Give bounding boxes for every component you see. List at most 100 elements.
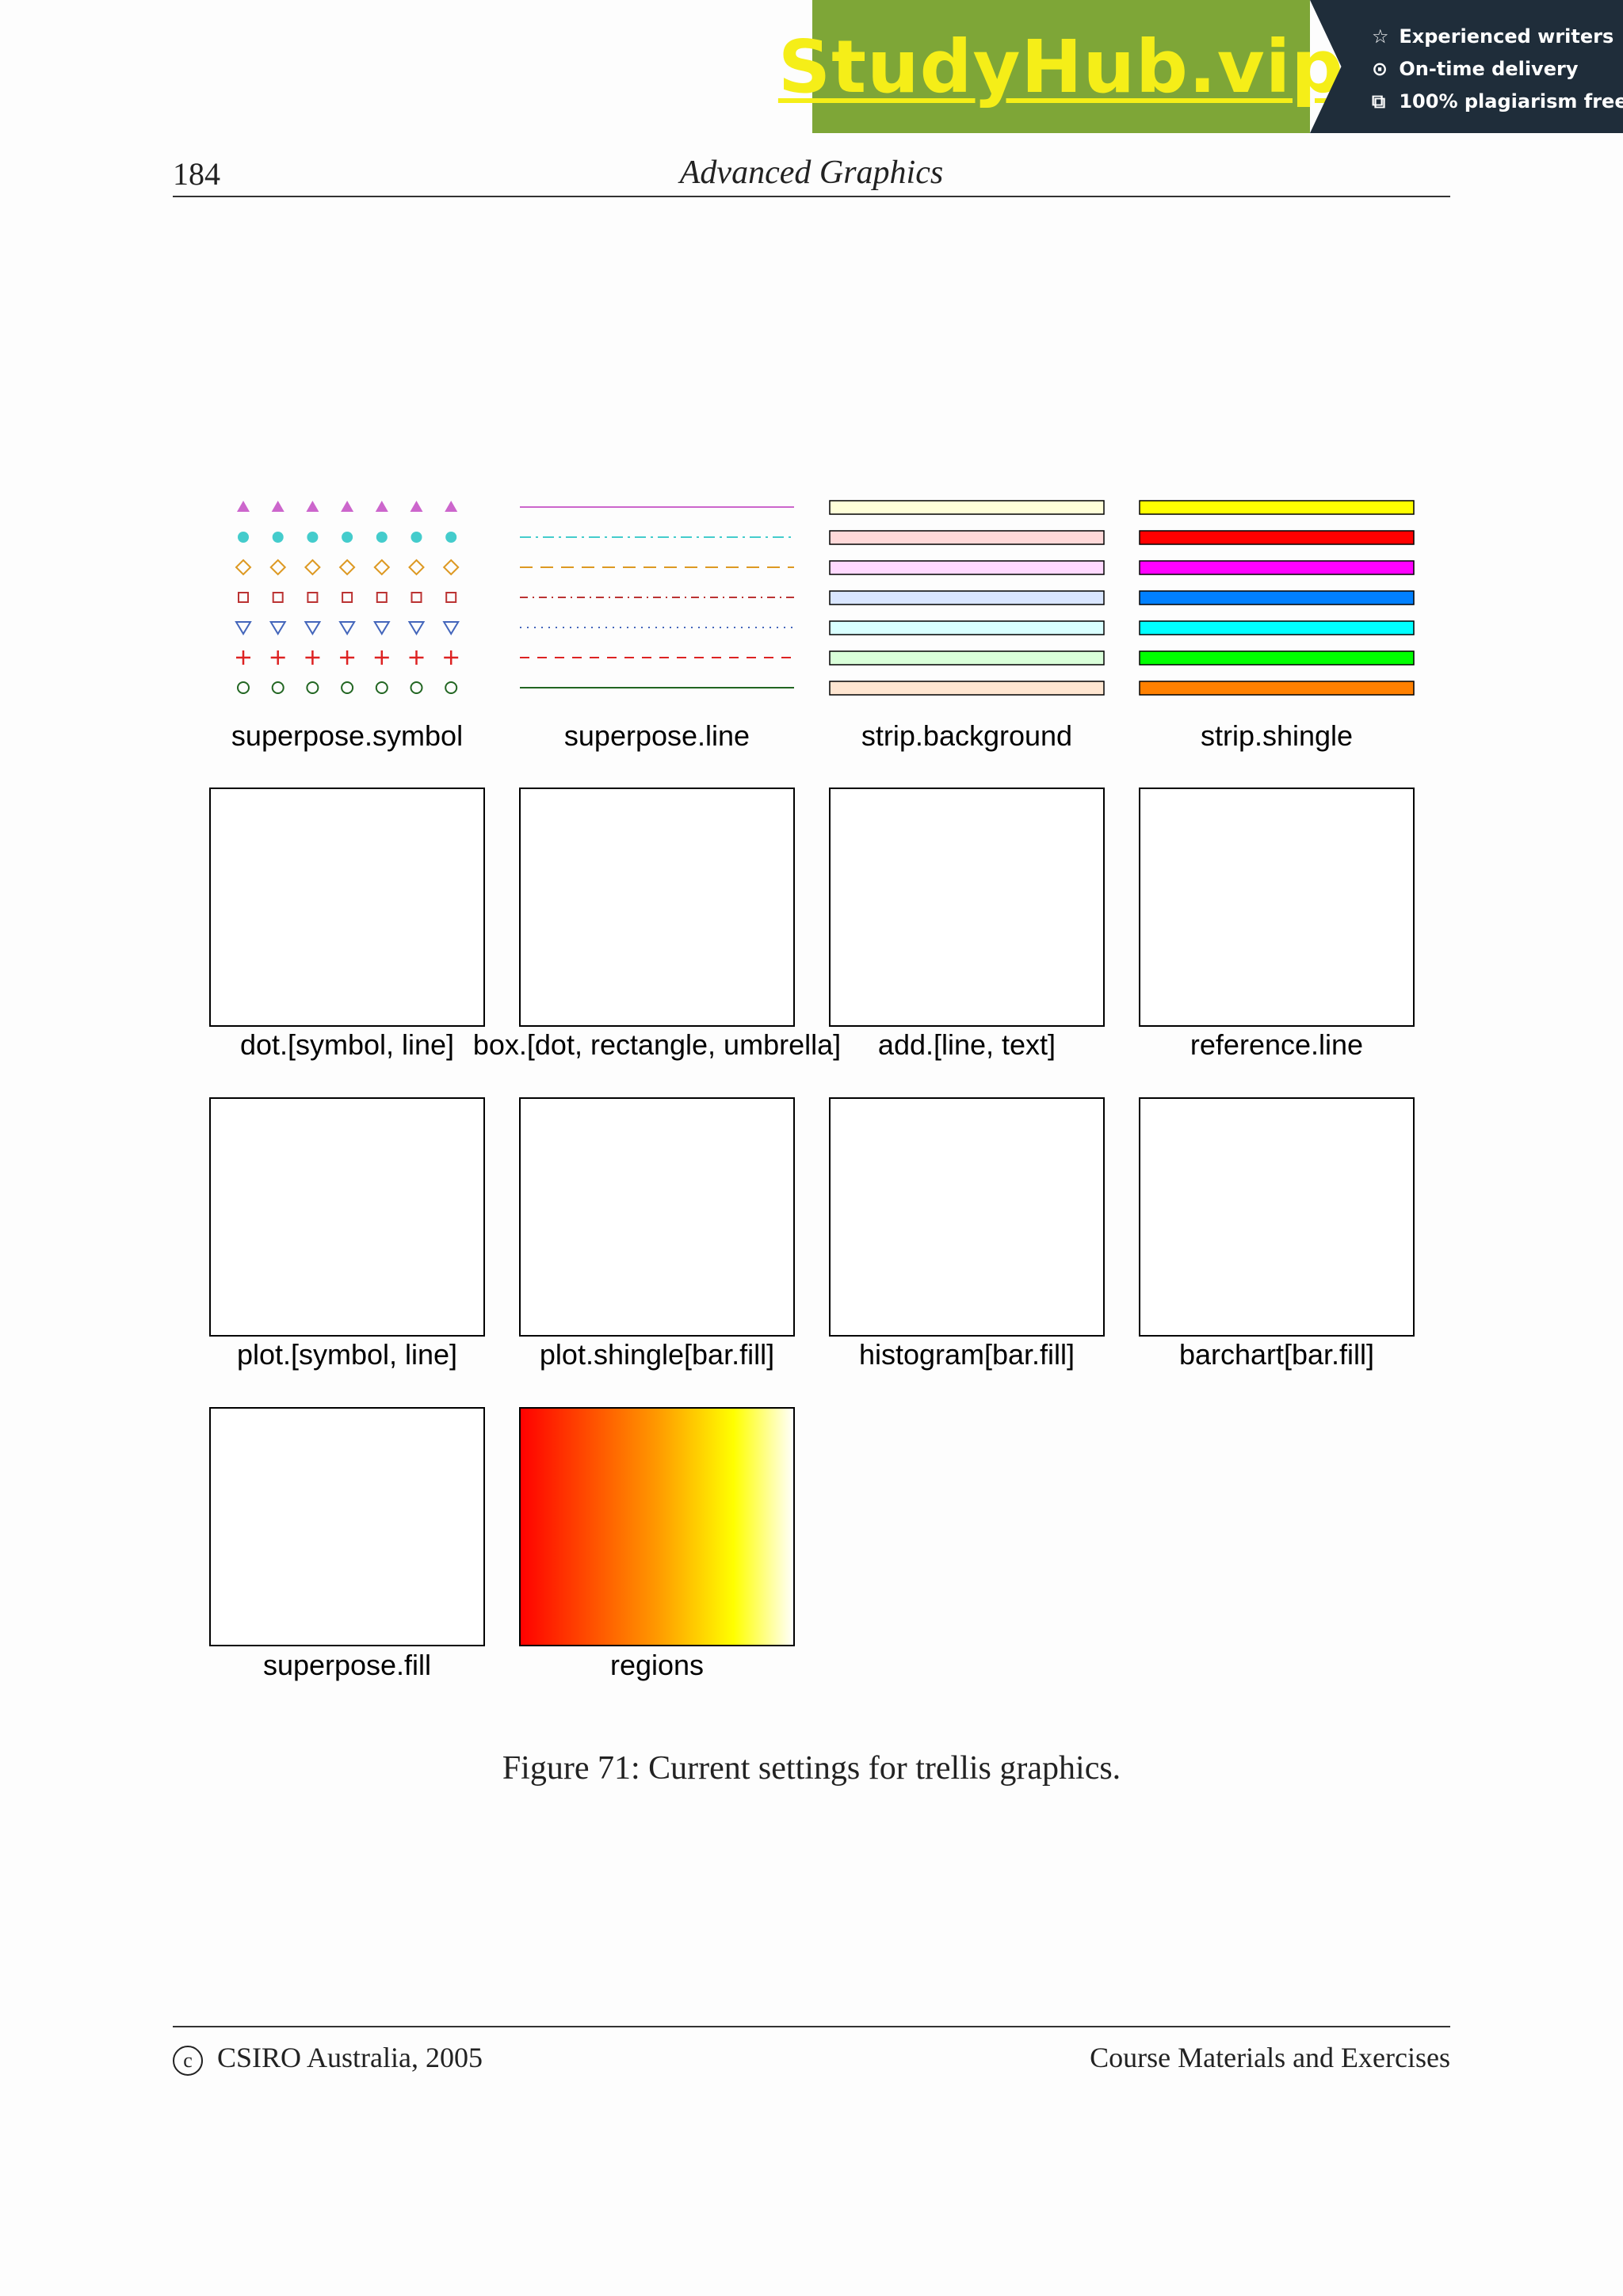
strip-swatch [1139, 530, 1415, 545]
square-symbol [411, 592, 422, 603]
triangle-symbol [375, 501, 388, 512]
copy-icon: ⧉ [1372, 90, 1386, 113]
triangle-symbol [445, 501, 458, 512]
trellis-settings-figure: superpose.symbol superpose.line strip.back… [209, 500, 1415, 1681]
panel-label: superpose.line [564, 719, 750, 752]
filled-circle-symbol [307, 532, 319, 543]
diamond-symbol [235, 559, 252, 576]
strip-swatch [829, 530, 1105, 545]
panel-label: plot.[symbol, line] [237, 1338, 457, 1371]
square-symbol [238, 592, 249, 603]
open-circle-symbol [410, 681, 423, 694]
panel-frame [1139, 788, 1415, 1027]
diamond-symbol [442, 559, 460, 576]
copyright-icon: c [173, 2045, 203, 2076]
regions-gradient [519, 1407, 795, 1646]
diamond-symbol [408, 559, 425, 576]
strip-swatch [829, 620, 1105, 635]
panel-label: regions [610, 1649, 704, 1681]
panel-label: reference.line [1190, 1028, 1363, 1061]
banner-feature: ⧉ 100% plagiarism free [1372, 86, 1623, 118]
square-symbol [342, 592, 353, 603]
inverted-triangle-symbol [269, 621, 287, 635]
square-symbol [307, 592, 319, 603]
panel-label: superpose.symbol [231, 719, 463, 752]
open-circle-symbol [306, 681, 319, 694]
panel-frame [209, 1097, 485, 1337]
strip-swatch [829, 590, 1105, 605]
diamond-symbol [338, 559, 356, 576]
strip-swatch [1139, 620, 1415, 635]
inverted-triangle-symbol [373, 621, 391, 635]
running-header: Advanced Graphics [679, 154, 944, 191]
panel-frame [209, 1407, 485, 1646]
clock-icon: ⊙ [1372, 58, 1388, 80]
inverted-triangle-symbol [338, 621, 356, 635]
panel-label: strip.background [861, 719, 1072, 752]
filled-circle-symbol [272, 532, 284, 543]
panel-strip-shingle [1139, 500, 1415, 696]
open-circle-symbol [341, 681, 354, 694]
footer-left: c CSIRO Australia, 2005 [173, 2041, 483, 2076]
panel-frame [519, 1097, 795, 1337]
promo-banner[interactable]: StudyHub.vip ☆ Experienced writers ⊙ On-… [778, 0, 1623, 133]
filled-circle-symbol [411, 532, 422, 543]
panel-label: dot.[symbol, line] [240, 1028, 454, 1061]
strip-swatch [829, 681, 1105, 696]
square-symbol [272, 592, 284, 603]
panel-label: add.[line, text] [878, 1028, 1056, 1061]
panel-label: barchart[bar.fill] [1179, 1338, 1374, 1371]
panel-label: plot.shingle[bar.fill] [540, 1338, 774, 1371]
diamond-symbol [304, 559, 321, 576]
inverted-triangle-symbol [235, 621, 252, 635]
strip-swatch [1139, 681, 1415, 696]
plus-symbol [409, 650, 424, 665]
plus-symbol [444, 650, 459, 665]
strip-swatch [1139, 560, 1415, 575]
square-symbol [445, 592, 457, 603]
panel-frame [829, 788, 1105, 1027]
open-circle-symbol [271, 681, 285, 694]
panel-superpose-line [520, 506, 794, 688]
panel-frame [209, 788, 485, 1027]
footer-right: Course Materials and Exercises [1090, 2042, 1450, 2073]
panel-frame [519, 788, 795, 1027]
panel-superpose-symbol [235, 501, 460, 694]
panel-label: box.[dot, rectangle, umbrella] [473, 1028, 841, 1061]
banner-feature: ⊙ On-time delivery [1372, 53, 1623, 86]
triangle-symbol [306, 501, 319, 512]
open-circle-symbol [237, 681, 250, 694]
figure-caption: Figure 71: Current settings for trellis … [502, 1750, 1121, 1787]
plus-symbol [305, 650, 320, 665]
triangle-symbol [341, 501, 354, 512]
header-rule [173, 196, 1450, 197]
studyhub-logo: StudyHub.vip [777, 24, 1345, 109]
strip-swatch [829, 500, 1105, 515]
panel-frame [1139, 1097, 1415, 1337]
banner-logo-area: StudyHub.vip [778, 0, 1343, 133]
strip-swatch [1139, 650, 1415, 666]
open-circle-symbol [375, 681, 388, 694]
filled-circle-symbol [342, 532, 353, 543]
triangle-symbol [237, 501, 250, 512]
footer-rule [173, 2026, 1450, 2027]
filled-circle-symbol [238, 532, 249, 543]
strip-swatch [1139, 590, 1415, 605]
banner-feature: ☆ Experienced writers [1372, 21, 1623, 53]
banner-features: ☆ Experienced writers ⊙ On-time delivery… [1310, 0, 1623, 133]
open-circle-symbol [445, 681, 458, 694]
square-symbol [376, 592, 388, 603]
panel-frame [829, 1097, 1105, 1337]
strip-swatch [829, 650, 1105, 666]
filled-circle-symbol [376, 532, 388, 543]
page-number: 184 [173, 156, 220, 192]
plus-symbol [340, 650, 355, 665]
diamond-symbol [373, 559, 391, 576]
filled-circle-symbol [445, 532, 457, 543]
plus-symbol [374, 650, 389, 665]
inverted-triangle-symbol [442, 621, 460, 635]
strip-swatch [829, 560, 1105, 575]
triangle-symbol [410, 501, 423, 512]
plus-symbol [236, 650, 250, 665]
star-icon: ☆ [1372, 25, 1389, 48]
